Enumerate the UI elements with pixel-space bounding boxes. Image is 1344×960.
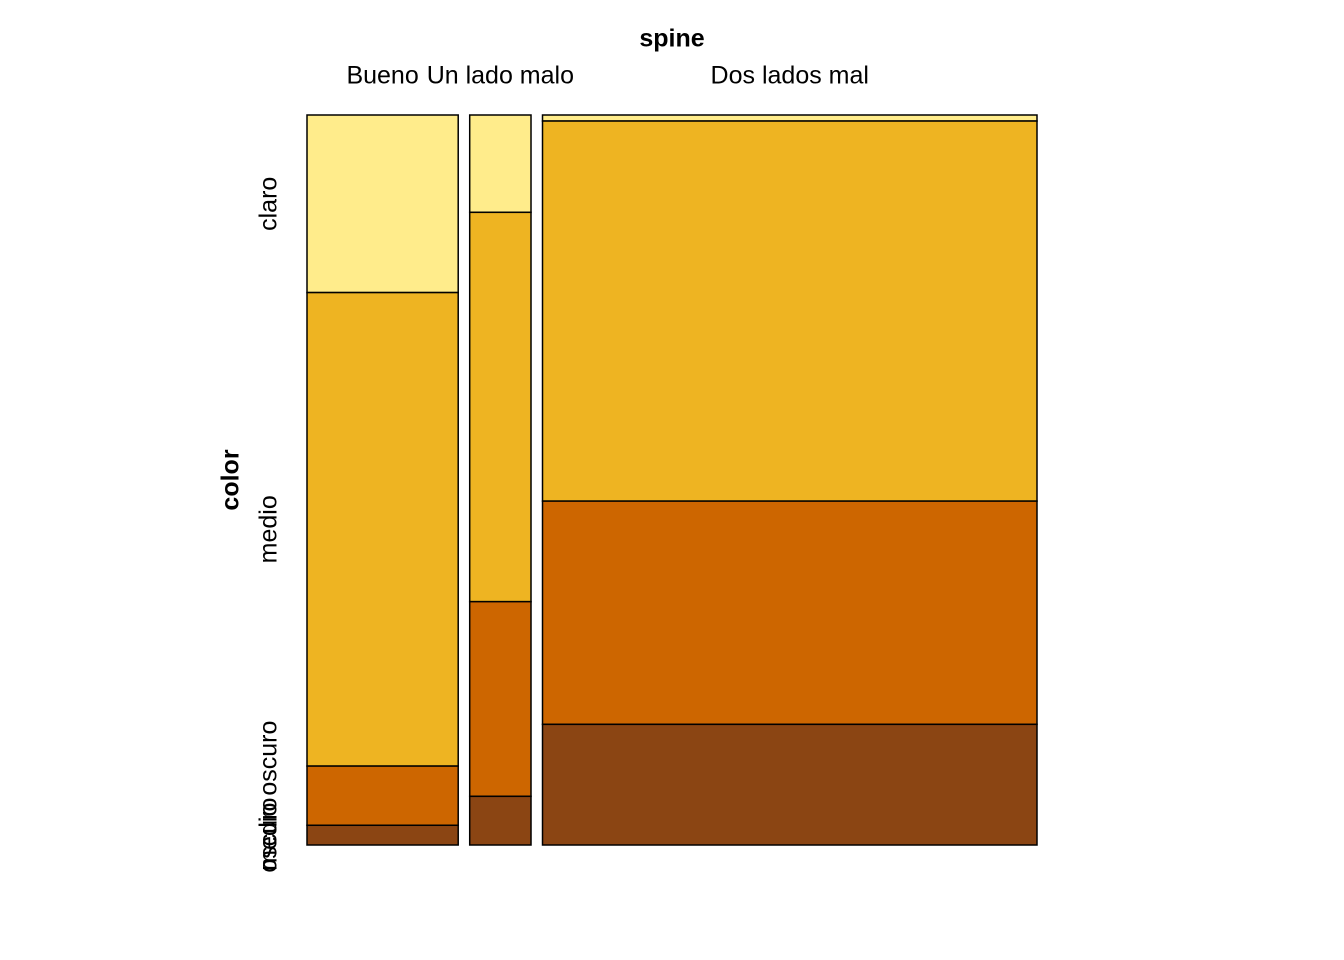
mosaic-cell [306,765,459,827]
y-category-label: claro [255,177,283,231]
x-category-label: Bueno [346,62,418,90]
mosaic-cell [306,824,459,846]
mosaic-cell [541,723,1038,846]
y-axis-label: color [217,449,245,510]
mosaic-cell [468,795,532,846]
x-axis-label: spine [639,25,704,53]
x-category-label: Dos lados mal [711,62,869,90]
y-category-label: medio oscuro [255,721,283,871]
mosaic-cell [541,500,1038,726]
x-category-label: Un lado malo [427,62,574,90]
mosaic-cell [541,120,1038,502]
y-category-label: oscuro [255,798,283,873]
mosaic-cell [541,114,1038,122]
mosaic-cell [306,114,459,294]
y-category-label: medio [255,495,283,563]
mosaic-cell [468,211,532,603]
mosaic-cell [306,291,459,767]
mosaic-cell [468,600,532,798]
mosaic-cell [468,114,532,214]
